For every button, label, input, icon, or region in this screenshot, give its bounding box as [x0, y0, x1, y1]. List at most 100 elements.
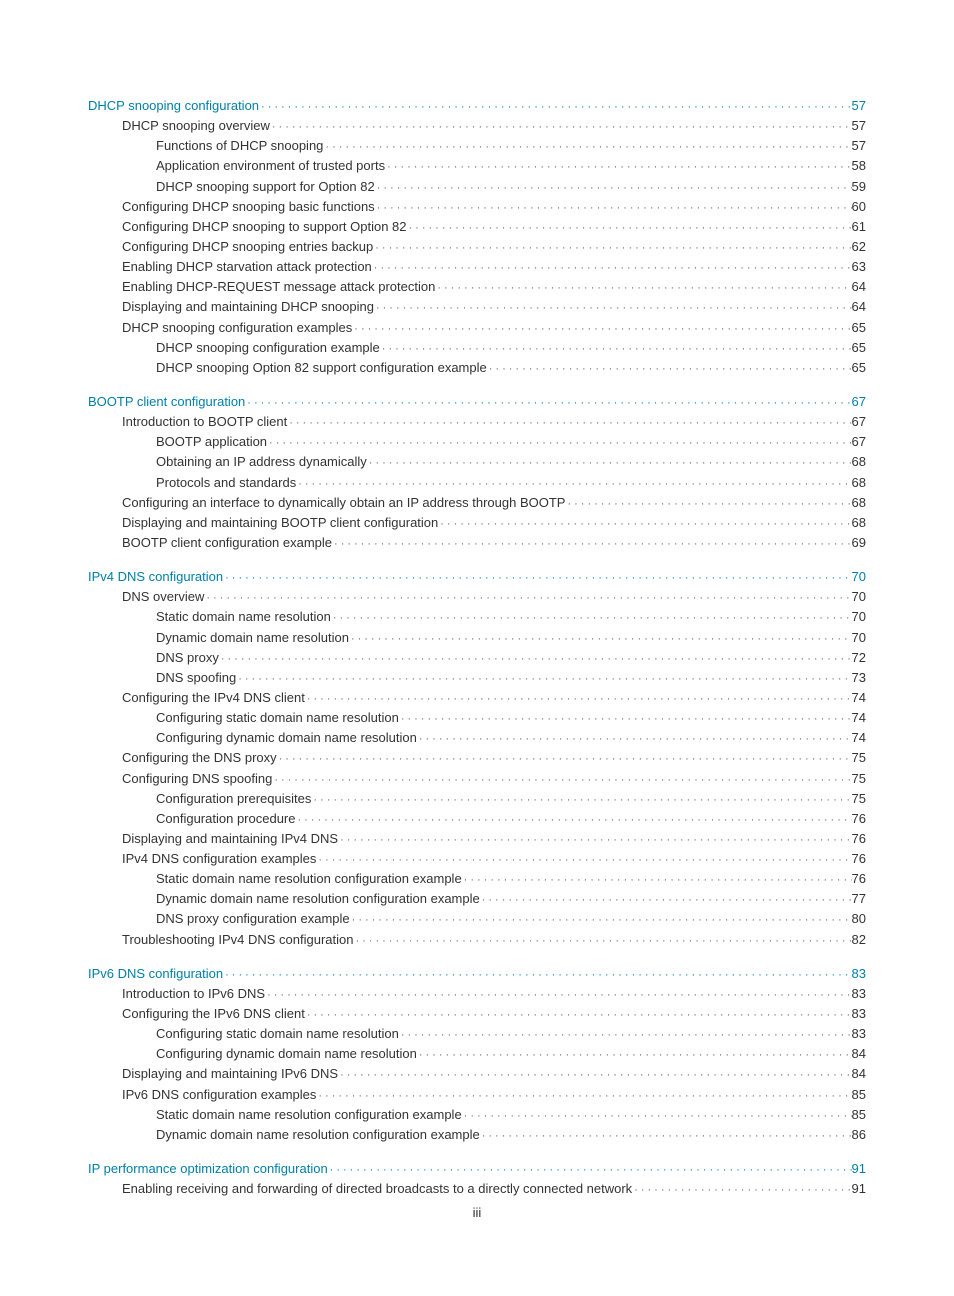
toc-entry: IPv4 DNS configuration examples·········… — [122, 849, 866, 869]
toc-entry-title: Static domain name resolution — [156, 607, 331, 627]
toc-entry: Static domain name resolution configurat… — [156, 1105, 866, 1125]
toc-entry-page: 73 — [852, 668, 866, 688]
toc-leader-dots: ········································… — [338, 1067, 851, 1084]
toc-entry-title[interactable]: IP performance optimization configuratio… — [88, 1159, 328, 1179]
toc-entry-title: IPv6 DNS configuration examples — [122, 1085, 316, 1105]
toc-leader-dots: ········································… — [296, 476, 851, 493]
toc-entry-page: 68 — [852, 493, 866, 513]
toc-entry-page: 91 — [852, 1179, 866, 1199]
toc-entry-title[interactable]: IPv6 DNS configuration — [88, 964, 223, 984]
toc-entry-title: DHCP snooping Option 82 support configur… — [156, 358, 487, 378]
toc-entry-title[interactable]: BOOTP client configuration — [88, 392, 245, 412]
toc-leader-dots: ········································… — [295, 812, 851, 829]
toc-entry-title: DNS overview — [122, 587, 204, 607]
toc-leader-dots: ········································… — [316, 852, 851, 869]
toc-entry[interactable]: IPv6 DNS configuration··················… — [88, 964, 866, 984]
toc-section: IPv4 DNS configuration ··················… — [88, 567, 866, 950]
toc-entry-page: 68 — [852, 452, 866, 472]
toc-section: DHCP snooping configuration ·············… — [88, 96, 866, 378]
toc-entry-page: 77 — [852, 889, 866, 909]
toc-entry-page: 82 — [852, 930, 866, 950]
toc-entry-page: 74 — [852, 708, 866, 728]
toc-entry: DHCP snooping support for Option 82·····… — [156, 177, 866, 197]
toc-leader-dots: ········································… — [287, 415, 851, 432]
toc-entry: Obtaining an IP address dynamically·····… — [156, 452, 866, 472]
toc-leader-dots: ········································… — [277, 751, 852, 768]
toc-entry[interactable]: BOOTP client configuration··············… — [88, 392, 866, 412]
toc-entry: Protocols and standards·················… — [156, 473, 866, 493]
toc-leader-dots: ········································… — [267, 435, 851, 452]
toc-leader-dots: ········································… — [349, 631, 852, 648]
toc-entry-title: Enabling receiving and forwarding of dir… — [122, 1179, 632, 1199]
toc-entry-title: DNS spoofing — [156, 668, 236, 688]
toc-entry: Functions of DHCP snooping··············… — [156, 136, 866, 156]
toc-entry: IPv6 DNS configuration examples·········… — [122, 1085, 866, 1105]
toc-entry-title: Configuring static domain name resolutio… — [156, 1024, 399, 1044]
toc-entry-title[interactable]: DHCP snooping configuration — [88, 96, 259, 116]
toc-entry-page: 65 — [852, 318, 866, 338]
toc-entry-title[interactable]: IPv4 DNS configuration — [88, 567, 223, 587]
toc-entry-page: 57 — [852, 136, 866, 156]
toc-entry-page: 70 — [852, 567, 866, 587]
toc-entry-title: Configuring the IPv6 DNS client — [122, 1004, 305, 1024]
toc-leader-dots: ········································… — [375, 200, 852, 217]
toc-leader-dots: ········································… — [223, 967, 851, 984]
toc-entry-title: Dynamic domain name resolution configura… — [156, 1125, 480, 1145]
toc-entry: Dynamic domain name resolution configura… — [156, 889, 866, 909]
toc-section: BOOTP client configuration ··············… — [88, 392, 866, 553]
toc-leader-dots: ········································… — [305, 691, 852, 708]
toc-leader-dots: ········································… — [438, 516, 851, 533]
toc-entry-page: 76 — [852, 869, 866, 889]
toc-leader-dots: ········································… — [265, 987, 851, 1004]
toc-entry-page: 85 — [852, 1105, 866, 1125]
toc-entry: DNS overview····························… — [122, 587, 866, 607]
toc-entry-page: 85 — [852, 1085, 866, 1105]
toc-entry-title: BOOTP application — [156, 432, 267, 452]
toc-entry-page: 76 — [852, 809, 866, 829]
toc-entry[interactable]: IPv4 DNS configuration··················… — [88, 567, 866, 587]
toc-entry-page: 70 — [852, 628, 866, 648]
toc-leader-dots: ········································… — [350, 912, 852, 929]
toc-leader-dots: ········································… — [399, 1027, 852, 1044]
toc-entry-page: 75 — [852, 789, 866, 809]
toc-entry-title: Displaying and maintaining IPv6 DNS — [122, 1064, 338, 1084]
toc-entry-title: Protocols and standards — [156, 473, 296, 493]
toc-leader-dots: ········································… — [328, 1162, 852, 1179]
toc-entry[interactable]: DHCP snooping configuration·············… — [88, 96, 866, 116]
toc-entry-title: Configuring DHCP snooping basic function… — [122, 197, 375, 217]
toc-entry-page: 63 — [852, 257, 866, 277]
toc-leader-dots: ········································… — [375, 180, 852, 197]
toc-entry-title: Configuring static domain name resolutio… — [156, 708, 399, 728]
toc-entry-title: Introduction to BOOTP client — [122, 412, 287, 432]
page-number: iii — [0, 1205, 954, 1220]
toc-leader-dots: ········································… — [480, 892, 852, 909]
toc-leader-dots: ········································… — [316, 1088, 851, 1105]
toc-entry-page: 76 — [852, 829, 866, 849]
toc-entry: BOOTP application·······················… — [156, 432, 866, 452]
toc-entry: Configuring the IPv4 DNS client·········… — [122, 688, 866, 708]
toc-entry: Dynamic domain name resolution configura… — [156, 1125, 866, 1145]
toc-entry-page: 74 — [852, 688, 866, 708]
toc-leader-dots: ········································… — [352, 321, 851, 338]
toc-leader-dots: ········································… — [385, 159, 851, 176]
toc-entry: DHCP snooping overview··················… — [122, 116, 866, 136]
toc-entry: Configuration procedure·················… — [156, 809, 866, 829]
toc-entry: Troubleshooting IPv4 DNS configuration··… — [122, 930, 866, 950]
toc-entry-page: 65 — [852, 338, 866, 358]
toc-entry-page: 60 — [852, 197, 866, 217]
toc-entry-title: Configuring the IPv4 DNS client — [122, 688, 305, 708]
toc-entry-title: Application environment of trusted ports — [156, 156, 385, 176]
toc-entry-page: 83 — [852, 984, 866, 1004]
toc-entry-title: Obtaining an IP address dynamically — [156, 452, 367, 472]
toc-entry: Configuring DNS spoofing················… — [122, 769, 866, 789]
toc-leader-dots: ········································… — [204, 590, 851, 607]
toc-entry-page: 64 — [852, 297, 866, 317]
toc-entry-title: Dynamic domain name resolution configura… — [156, 889, 480, 909]
toc-entry: Configuring static domain name resolutio… — [156, 708, 866, 728]
toc-entry-title: DHCP snooping configuration example — [156, 338, 380, 358]
toc-entry-page: 58 — [852, 156, 866, 176]
toc-entry: Configuring DHCP snooping basic function… — [122, 197, 866, 217]
toc-entry-title: Configuring the DNS proxy — [122, 748, 277, 768]
toc-entry-title: DHCP snooping configuration examples — [122, 318, 352, 338]
toc-entry[interactable]: IP performance optimization configuratio… — [88, 1159, 866, 1179]
